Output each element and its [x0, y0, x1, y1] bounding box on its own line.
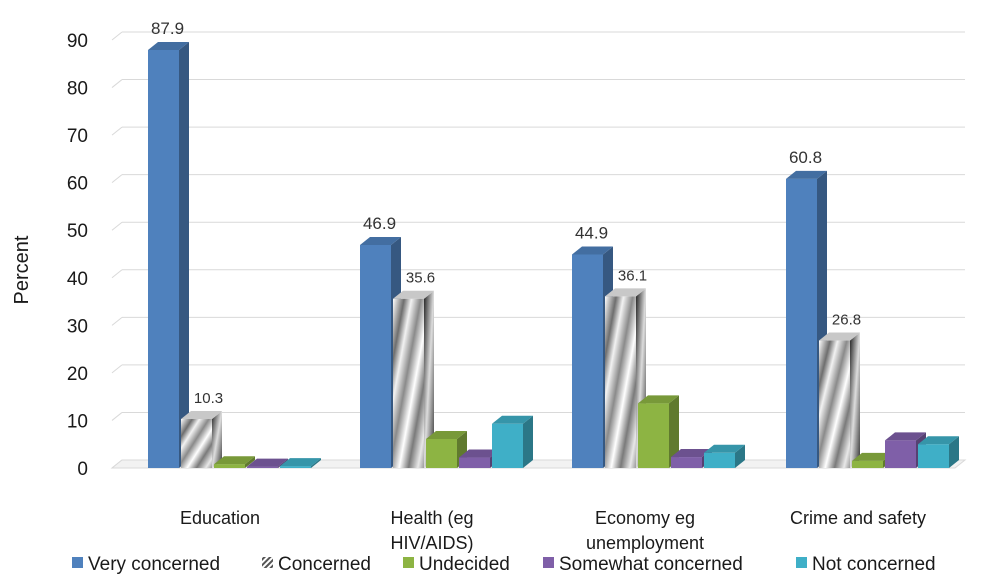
gridline-side: [111, 221, 123, 231]
x-tick-label: Health (eg: [390, 508, 473, 528]
data-label: 10.3: [194, 390, 223, 407]
bar: [214, 464, 245, 468]
bar: [393, 298, 424, 468]
bar-side: [949, 436, 959, 468]
bar-top: [704, 444, 745, 453]
legend-swatch: [403, 557, 414, 568]
bar: [426, 438, 457, 468]
bar-top: [247, 458, 288, 467]
bar-top: [605, 288, 646, 297]
y-tick-label: 70: [67, 126, 88, 147]
bar-top: [852, 452, 893, 461]
data-label: 60.8: [789, 148, 822, 167]
gridline-side: [111, 126, 123, 136]
gridline-side: [111, 316, 123, 326]
legend-swatch: [543, 557, 554, 568]
bar-side: [735, 444, 745, 468]
y-tick-label: 90: [67, 31, 88, 52]
bar: [918, 444, 949, 468]
bar: [704, 452, 735, 468]
y-tick-label: 10: [67, 411, 88, 432]
gridline-side: [111, 412, 123, 421]
bar: [459, 457, 490, 468]
bar: [492, 423, 523, 468]
x-tick-label: Education: [180, 508, 260, 528]
bar-side: [850, 332, 860, 468]
bar-side: [212, 411, 222, 468]
y-tick-label: 60: [67, 174, 88, 195]
bar: [786, 178, 817, 468]
bar-top: [181, 411, 222, 420]
data-label: 35.6: [406, 270, 435, 287]
x-tick-label: unemployment: [586, 533, 704, 553]
x-tick-label: Economy eg: [595, 508, 695, 528]
y-tick-label: 40: [67, 269, 88, 290]
legend-label: Not concerned: [812, 554, 936, 575]
gridline-side: [111, 174, 123, 184]
bar: [148, 49, 179, 469]
y-tick-label: 0: [77, 459, 88, 480]
data-label: 44.9: [575, 223, 608, 242]
x-tick-label: HIV/AIDS): [390, 533, 473, 553]
legend-swatch: [796, 557, 807, 568]
bar-side: [278, 458, 288, 468]
bar-side: [179, 41, 189, 469]
bar: [247, 466, 278, 468]
bar-top: [393, 290, 434, 299]
x-tick-label: Crime and safety: [790, 508, 926, 528]
legend-label: Somewhat concerned: [559, 554, 743, 575]
legend-swatch: [262, 557, 273, 568]
data-label: 46.9: [363, 214, 396, 233]
legend-label: Concerned: [278, 554, 371, 575]
bar-top: [572, 246, 613, 255]
bar-top: [786, 170, 827, 179]
legend-swatch: [72, 557, 83, 568]
y-tick-label: 50: [67, 221, 88, 242]
data-label: 87.9: [151, 19, 184, 38]
y-tick-label: 20: [67, 364, 88, 385]
bar-top: [214, 456, 255, 465]
bar: [819, 340, 850, 468]
bar: [638, 403, 669, 468]
bar-top: [426, 430, 467, 439]
bar-side: [523, 415, 533, 468]
bar-top: [280, 458, 321, 467]
bar-top: [459, 449, 500, 458]
data-label: 36.1: [618, 267, 647, 284]
bar-side: [669, 395, 679, 468]
bar: [885, 440, 916, 468]
bar: [181, 419, 212, 468]
data-label: 26.8: [832, 312, 861, 329]
bar-top: [360, 236, 401, 245]
bar: [360, 244, 391, 468]
bar-top: [492, 415, 533, 424]
bar: [605, 296, 636, 468]
bar-top: [638, 395, 679, 404]
legend-label: Very concerned: [88, 554, 220, 575]
y-tick-label: 30: [67, 316, 88, 337]
bar: [852, 460, 883, 468]
bar: [671, 457, 702, 468]
legend-label: Undecided: [419, 554, 510, 575]
bar-top: [918, 436, 959, 445]
bar-side: [311, 458, 321, 468]
gridline-side: [111, 269, 123, 279]
bar-side: [245, 456, 255, 468]
gridline-side: [111, 364, 123, 374]
bar-top: [148, 41, 189, 50]
bar-top: [671, 449, 712, 458]
bar-top: [885, 432, 926, 441]
bar: [280, 466, 311, 468]
bar-top: [819, 332, 860, 341]
y-axis-label: Percent: [11, 235, 33, 304]
gridline-side: [111, 31, 123, 41]
y-tick-label: 80: [67, 79, 88, 100]
bar-side: [424, 290, 434, 468]
bar: [572, 254, 603, 468]
gridline-side: [111, 79, 123, 88]
